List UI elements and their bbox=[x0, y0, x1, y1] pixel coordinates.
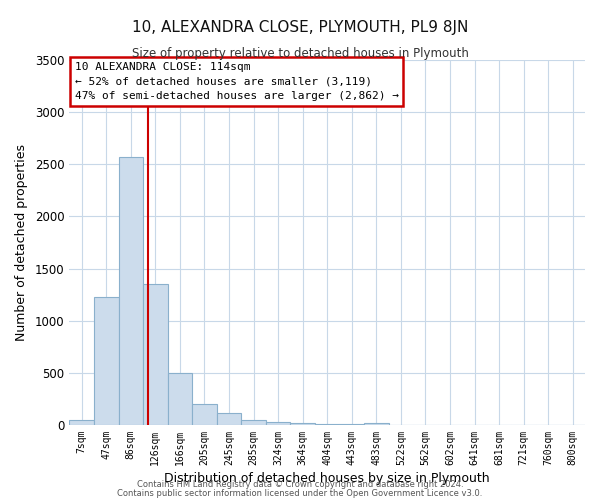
Text: 10, ALEXANDRA CLOSE, PLYMOUTH, PL9 8JN: 10, ALEXANDRA CLOSE, PLYMOUTH, PL9 8JN bbox=[132, 20, 468, 35]
Bar bbox=[192, 404, 217, 425]
Y-axis label: Number of detached properties: Number of detached properties bbox=[15, 144, 28, 341]
Text: Contains HM Land Registry data © Crown copyright and database right 2024.: Contains HM Land Registry data © Crown c… bbox=[137, 480, 463, 489]
Text: Size of property relative to detached houses in Plymouth: Size of property relative to detached ho… bbox=[131, 48, 469, 60]
Bar bbox=[290, 424, 315, 425]
Bar bbox=[143, 284, 167, 425]
Bar bbox=[340, 424, 364, 425]
Bar bbox=[70, 420, 94, 425]
Bar bbox=[167, 373, 192, 425]
Bar bbox=[266, 422, 290, 425]
Bar bbox=[241, 420, 266, 425]
Bar bbox=[119, 157, 143, 425]
Bar bbox=[315, 424, 340, 425]
Text: 10 ALEXANDRA CLOSE: 114sqm
← 52% of detached houses are smaller (3,119)
47% of s: 10 ALEXANDRA CLOSE: 114sqm ← 52% of deta… bbox=[74, 62, 398, 102]
Bar bbox=[94, 296, 119, 425]
Text: Contains public sector information licensed under the Open Government Licence v3: Contains public sector information licen… bbox=[118, 488, 482, 498]
X-axis label: Distribution of detached houses by size in Plymouth: Distribution of detached houses by size … bbox=[164, 472, 490, 485]
Bar bbox=[364, 423, 389, 425]
Bar bbox=[217, 414, 241, 425]
